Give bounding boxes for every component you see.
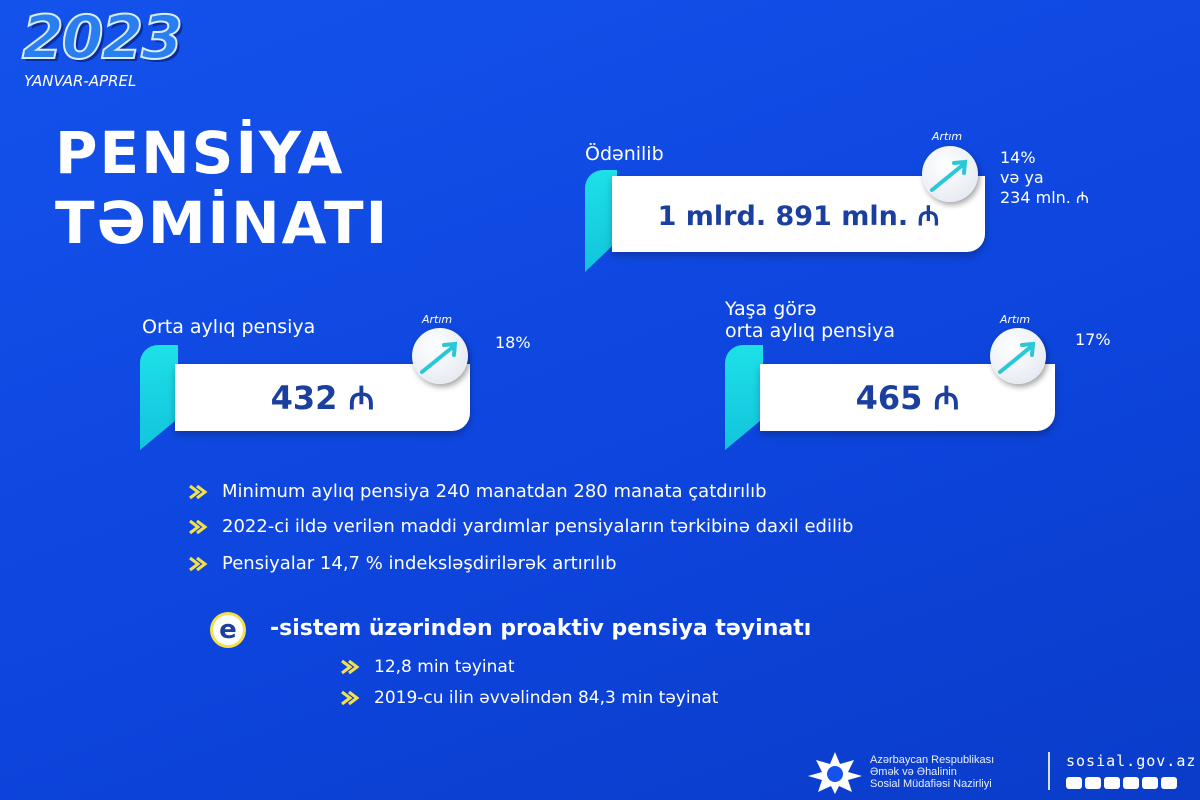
growth-or: və ya [1000,168,1044,187]
growth-label: Artım [422,313,453,326]
title-line-1: PENSİYA [55,119,345,187]
facebook-icon[interactable] [1066,777,1082,789]
growth-percent: 14% [1000,148,1036,167]
growth-arrow-icon [412,328,468,384]
divider [1048,752,1050,790]
bullet-text: 12,8 min təyinat [374,657,515,677]
website-link[interactable]: sosial.gov.az [1066,752,1197,770]
paid-label: Ödənilib [585,143,664,165]
bullet-text: Minimum aylıq pensiya 240 manatdan 280 m… [222,481,767,502]
growth-label: Artım [932,130,963,143]
growth-amount: 234 mln. ₼ [1000,188,1089,207]
growth-arrow-icon [990,328,1046,384]
label-line-2: orta aylıq pensiya [725,320,895,342]
chevron-right-icon [341,659,360,675]
list-item: 2022-ci ildə verilən maddi yardımlar pen… [188,516,853,537]
growth-label: Artım [1000,313,1031,326]
chevron-right-icon [189,556,208,571]
accent-tab [140,345,178,450]
avg-pension-growth: 18% [495,333,531,352]
social-icons [1066,774,1180,793]
paid-value: 1 mlrd. 891 mln. ₼ [612,176,985,252]
telegram-icon[interactable] [1104,777,1120,789]
org-line: Sosial Müdafiəsi Nazirliyi [870,778,992,790]
list-item: 12,8 min təyinat [340,657,514,677]
age-pension-value: 465 ₼ [760,364,1055,431]
age-pension-growth: 17% [1075,330,1111,349]
chevron-right-icon [341,690,360,706]
growth-arrow-icon [922,146,978,202]
org-line: Azərbaycan Respublikası [870,754,995,766]
list-item: Minimum aylıq pensiya 240 manatdan 280 m… [188,481,767,502]
chevron-right-icon [189,519,208,534]
list-item: Pensiyalar 14,7 % indeksləşdirilərək art… [188,553,617,574]
linkedin-icon[interactable] [1161,777,1177,789]
chevron-right-icon [189,484,208,499]
twitter-icon[interactable] [1123,777,1139,789]
year-heading: 2023 [21,3,184,73]
instagram-icon[interactable] [1085,777,1101,789]
period-label: YANVAR-APREL [24,72,137,90]
list-item: 2019-cu ilin əvvəlindən 84,3 min təyinat [340,688,718,708]
e-system-title: -sistem üzərindən proaktiv pensiya təyin… [270,616,812,641]
paid-growth: 14% və ya 234 mln. ₼ [1000,148,1089,208]
age-pension-label: Yaşa görə orta aylıq pensiya [725,298,895,342]
ministry-logo-icon [808,752,862,794]
title-line-2: TƏMİNATI [55,189,390,257]
org-line: Əmək və Əhalinin [870,766,957,778]
page-title: PENSİYA TƏMİNATI [55,118,389,258]
label-line-1: Yaşa görə [725,298,817,320]
e-system-icon: e [210,612,246,648]
ministry-name: Azərbaycan Respublikası Əmək və Əhalinin… [870,754,994,790]
bullet-text: 2019-cu ilin əvvəlindən 84,3 min təyinat [374,688,719,708]
bullet-text: 2022-ci ildə verilən maddi yardımlar pen… [222,516,854,537]
youtube-icon[interactable] [1142,777,1158,789]
avg-pension-label: Orta aylıq pensiya [142,316,316,338]
bullet-text: Pensiyalar 14,7 % indeksləşdirilərək art… [222,553,617,574]
accent-tab [725,345,763,450]
